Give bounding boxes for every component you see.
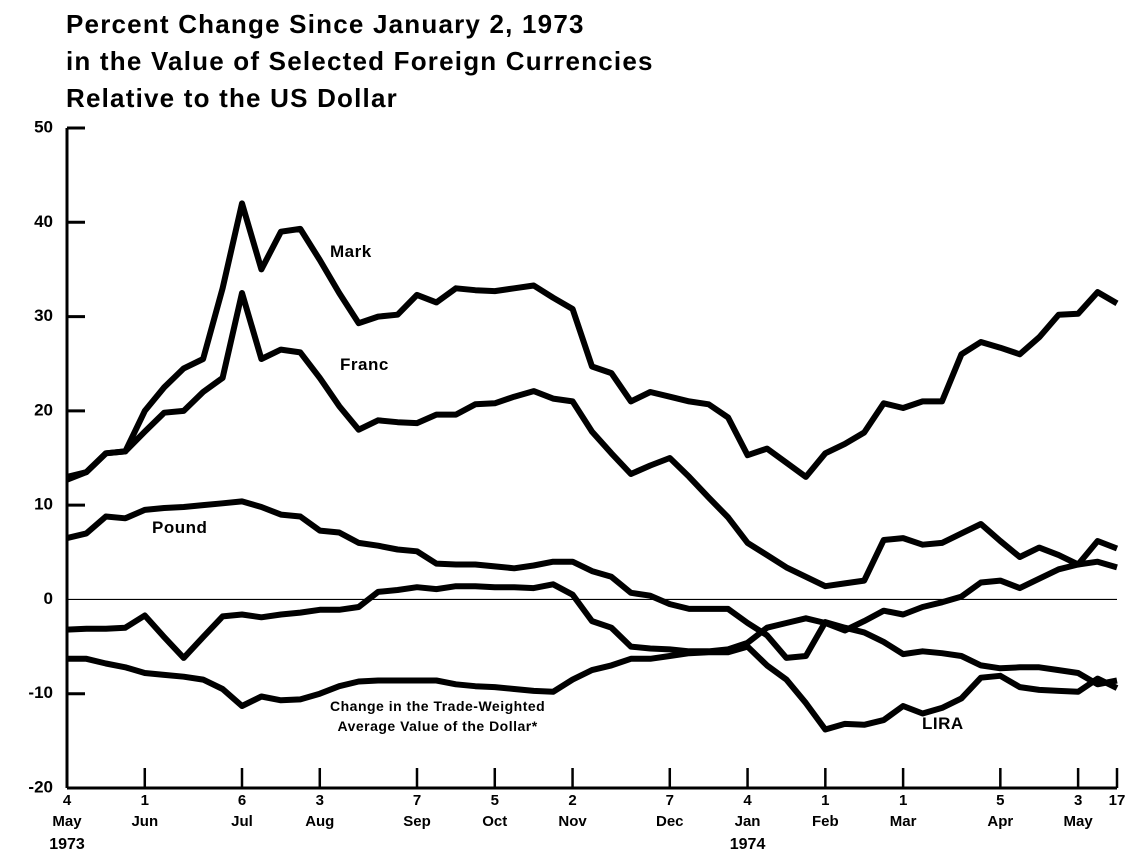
x-tick-label: 5 [996,792,1004,809]
y-tick-label: 0 [44,589,53,608]
x-tick-label: 3 [316,792,324,809]
x-tick-label: 1 [899,792,907,809]
series-label: Franc [340,355,389,374]
x-tick-month: Sep [403,813,431,830]
x-tick-month: Aug [305,813,334,830]
series-line [67,643,1119,733]
chart-title: Percent Change Since January 2, 1973 in … [66,9,654,113]
y-tick-label: 50 [34,117,53,136]
y-tick-label: 30 [34,306,53,325]
x-tick-label: 7 [413,792,421,809]
series-label: Change in the Trade-Weighted Average Val… [330,698,546,734]
x-tick-month: Jan [735,813,761,830]
x-tick-label: 17 [1109,792,1126,809]
x-tick-label: 6 [238,792,246,809]
x-tick-month: May [52,813,82,830]
x-tick-label: 4 [63,792,72,809]
year-label: 1973 [49,836,85,853]
series-line [65,290,1119,590]
series-label: Pound [152,518,208,537]
x-tick-label: 3 [1074,792,1082,809]
x-tick-label: 1 [821,792,829,809]
x-tick-label: 4 [743,792,752,809]
y-tick-label: 20 [34,400,53,419]
year-label: 1974 [730,836,766,853]
x-tick-label: 2 [568,792,576,809]
y-tick-label: -20 [28,777,53,796]
y-tick-label: 10 [34,495,53,514]
series-line [66,558,1118,661]
x-tick-month: Oct [482,813,507,830]
series-label: LIRA [922,714,964,733]
x-tick-label: 7 [666,792,674,809]
x-tick-month: Jul [231,813,253,830]
series-label: Mark [330,242,372,261]
series-line [66,200,1119,480]
x-tick-month: May [1064,813,1094,830]
y-tick-label: 40 [34,212,53,231]
x-tick-label: 1 [141,792,149,809]
x-tick-month: Nov [558,813,587,830]
x-tick-month: Mar [890,813,917,830]
y-tick-label: -10 [28,683,53,702]
x-tick-month: Dec [656,813,684,830]
x-tick-month: Jun [131,813,158,830]
x-tick-label: 5 [491,792,499,809]
x-tick-month: Feb [812,813,839,830]
x-tick-month: Apr [987,813,1013,830]
series-line [66,498,1118,688]
